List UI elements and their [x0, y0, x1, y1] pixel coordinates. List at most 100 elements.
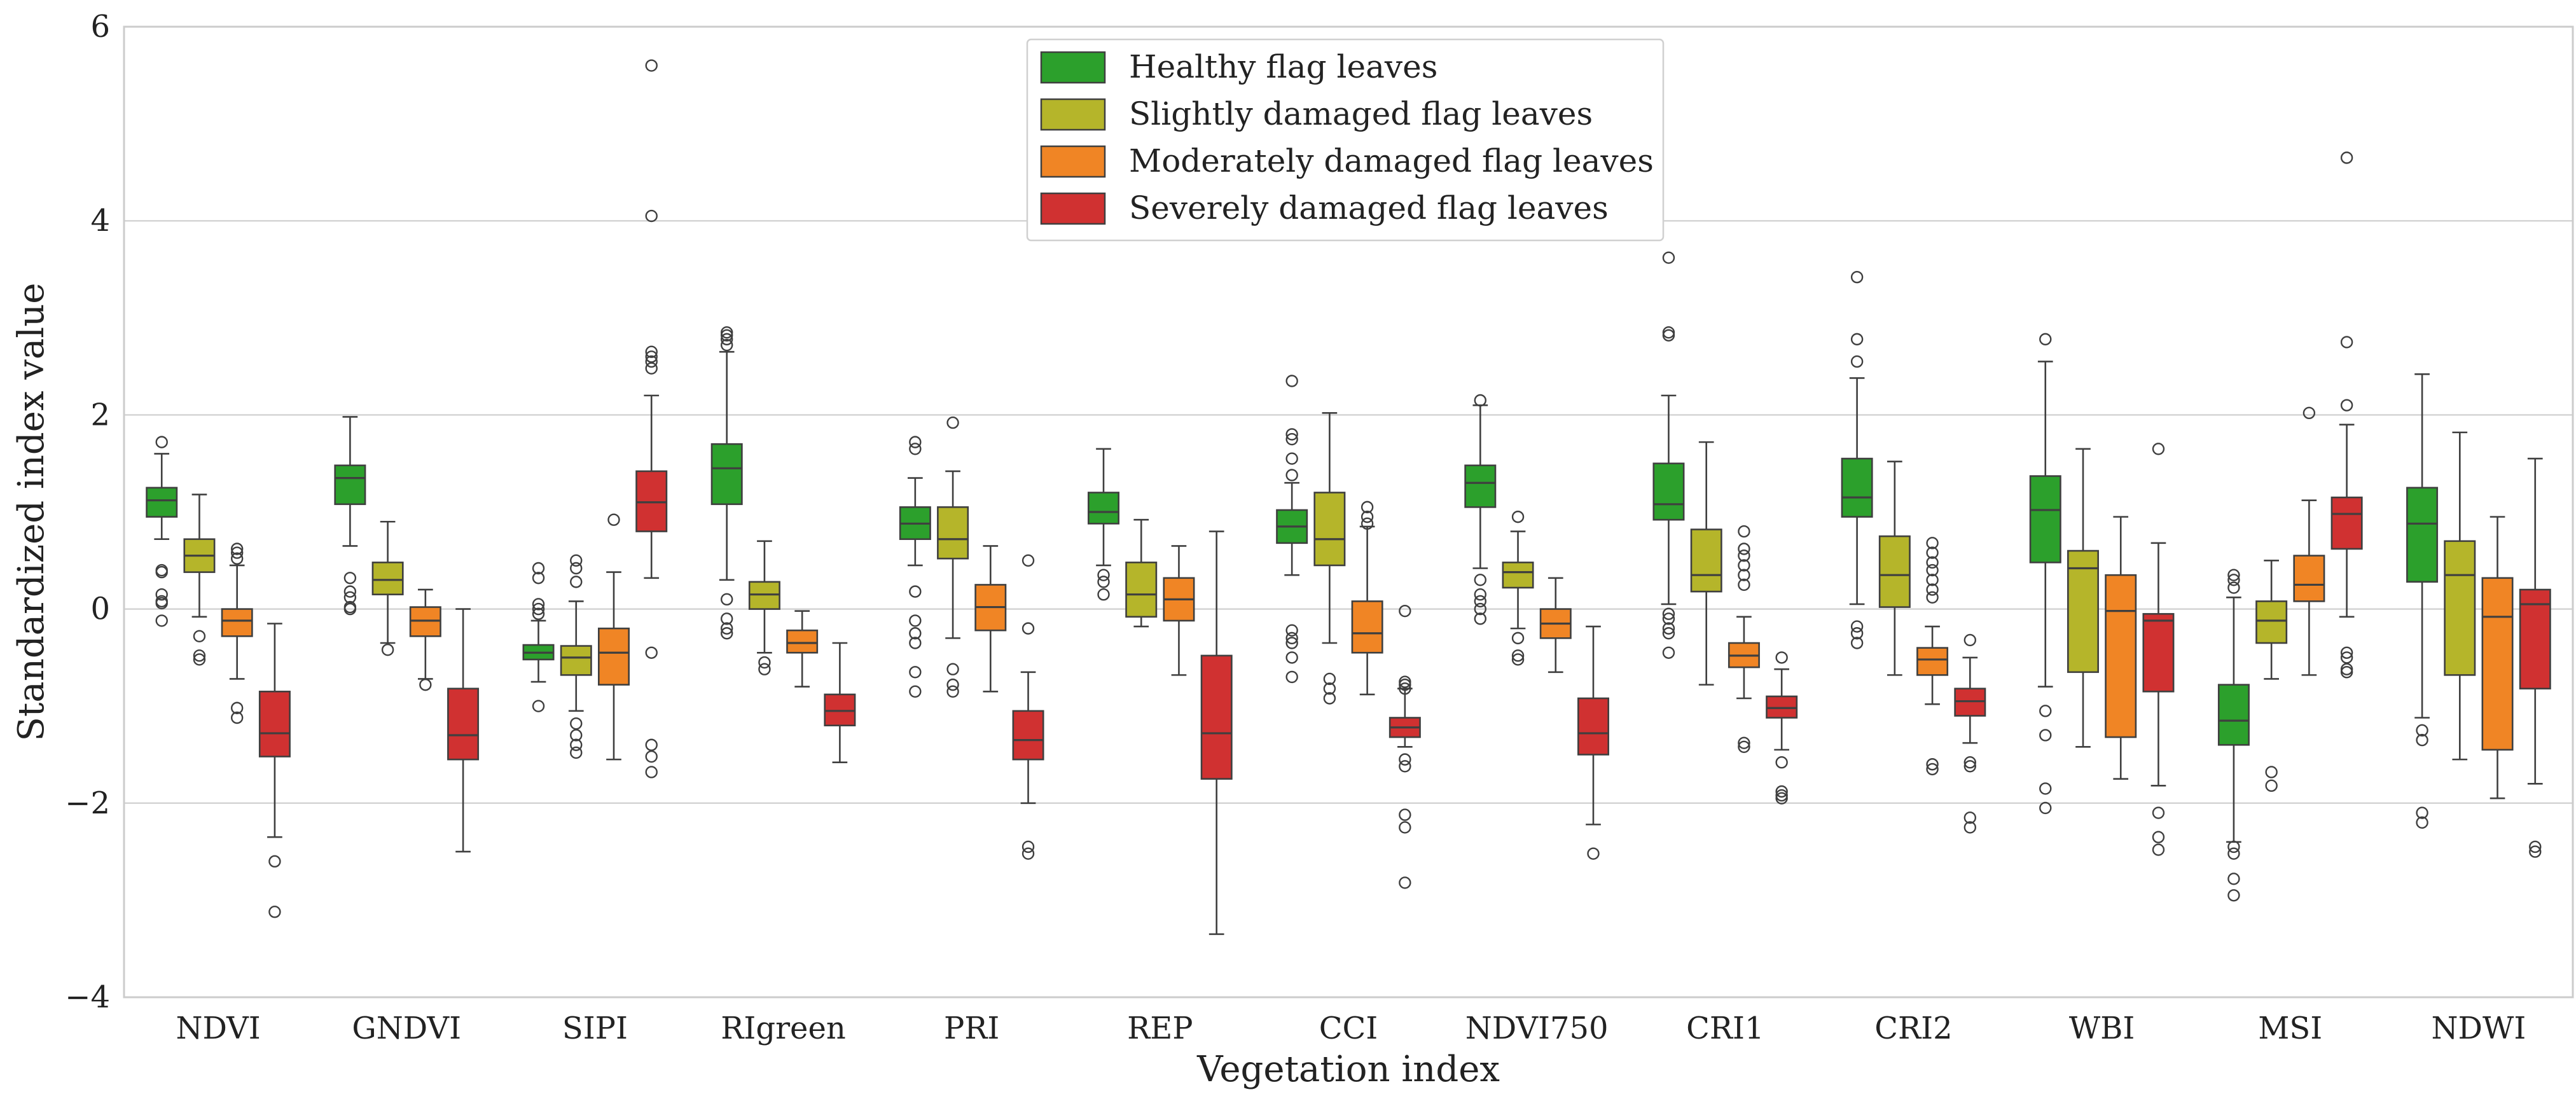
box-iqr: [2029, 475, 2061, 563]
outlier-point: [570, 717, 583, 730]
outlier-point: [532, 602, 545, 616]
box-pri-4: [1012, 554, 1044, 860]
y-tick-label: 6: [90, 9, 110, 45]
outlier-point: [1662, 329, 1675, 342]
outlier-point: [1850, 355, 1864, 368]
box-iqr: [2142, 612, 2175, 693]
outlier-point: [1511, 632, 1525, 645]
outlier-point: [2227, 847, 2240, 860]
outlier-point: [268, 855, 281, 868]
outlier-point: [2340, 151, 2353, 164]
box-ndvi750-3: [1539, 577, 1572, 674]
outlier-point: [1926, 758, 1939, 771]
box-iqr: [2481, 577, 2514, 751]
outlier-point: [946, 678, 959, 691]
outlier-point: [1399, 753, 1411, 766]
outlier-point: [645, 362, 658, 375]
outlier-point: [1474, 595, 1487, 608]
outlier-point: [1097, 569, 1110, 581]
box-msi-1: [2217, 569, 2250, 902]
boxes: [146, 59, 2551, 936]
box-rep-3: [1163, 545, 1195, 676]
outlier-point: [758, 663, 771, 675]
box-rep-2: [1125, 518, 1158, 628]
outlier-point: [1738, 736, 1750, 749]
box-iqr: [1502, 562, 1534, 589]
outlier-point: [193, 649, 206, 662]
box-ndvi750-1: [1464, 394, 1497, 625]
outlier-point: [909, 627, 922, 640]
x-axis-title: Vegetation index: [1196, 1049, 1500, 1090]
box-wbi-4: [2142, 443, 2175, 856]
x-tick-label: REP: [1127, 1011, 1193, 1046]
outlier-point: [1963, 760, 1977, 773]
outlier-point: [230, 702, 244, 714]
outlier-point: [155, 565, 168, 579]
legend-swatch: [1040, 51, 1106, 84]
outlier-point: [720, 593, 733, 606]
outlier-point: [2039, 782, 2052, 795]
outlier-point: [1097, 588, 1110, 601]
outlier-point: [909, 443, 922, 455]
outlier-point: [2152, 831, 2165, 843]
outlier-point: [1323, 692, 1336, 705]
box-ndvi750-2: [1502, 510, 1534, 666]
box-iqr: [1088, 492, 1119, 525]
outlier-point: [1399, 808, 1411, 821]
box-iqr: [1351, 600, 1383, 654]
x-tick-label: SIPI: [562, 1011, 628, 1046]
outlier-point: [230, 711, 244, 724]
box-cri1-2: [1690, 441, 1722, 686]
outlier-point: [645, 209, 658, 223]
outlier-point: [1399, 876, 1411, 889]
outlier-point: [2227, 574, 2240, 586]
outlier-point: [230, 543, 244, 555]
outlier-point: [2039, 705, 2052, 717]
box-cci-2: [1313, 412, 1346, 705]
box-iqr: [1012, 710, 1044, 761]
box-iqr: [2444, 540, 2476, 676]
box-rigreen-3: [786, 610, 819, 688]
box-iqr: [2293, 555, 2325, 602]
outlier-point: [946, 685, 959, 698]
box-iqr: [371, 562, 404, 596]
outlier-point: [607, 513, 620, 526]
box-ndvi-4: [258, 623, 291, 918]
outlier-point: [1399, 682, 1411, 695]
outlier-point: [2265, 779, 2278, 792]
box-iqr: [2105, 574, 2137, 738]
outlier-point: [1662, 627, 1675, 640]
x-tick-label: CCI: [1319, 1011, 1378, 1046]
x-tick-labels: NDVI GNDVI SIPI RIgreen PRI REP CCI NDVI750 CRI1…: [176, 1011, 2526, 1046]
box-iqr: [937, 506, 969, 560]
outlier-point: [909, 685, 922, 698]
outlier-point: [1399, 760, 1411, 773]
box-pri-2: [937, 416, 969, 698]
outlier-point: [1662, 622, 1675, 635]
outlier-point: [720, 333, 733, 346]
outlier-point: [1361, 501, 1374, 514]
box-iqr: [1916, 647, 1949, 676]
outlier-point: [1399, 678, 1411, 691]
outlier-point: [532, 572, 545, 584]
outlier-point: [2416, 724, 2428, 737]
outlier-point: [1021, 554, 1035, 567]
box-msi-4: [2330, 151, 2363, 679]
box-ndvi-1: [146, 436, 178, 627]
outlier-point: [1323, 682, 1336, 695]
outlier-point: [532, 607, 545, 620]
outlier-point: [2152, 843, 2165, 856]
box-wbi-1: [2029, 333, 2061, 815]
box-iqr: [1878, 535, 1911, 608]
box-iqr: [2330, 496, 2363, 550]
outlier-point: [2340, 651, 2353, 664]
box-iqr: [598, 627, 630, 686]
outlier-point: [381, 643, 394, 656]
x-tick-label: WBI: [2069, 1011, 2135, 1046]
box-gndvi-2: [371, 520, 404, 656]
outlier-point: [720, 329, 733, 342]
box-sipi-1: [522, 562, 555, 712]
outlier-point: [155, 588, 168, 601]
x-tick-label: NDVI750: [1465, 1011, 1609, 1046]
outlier-point: [1963, 756, 1977, 769]
